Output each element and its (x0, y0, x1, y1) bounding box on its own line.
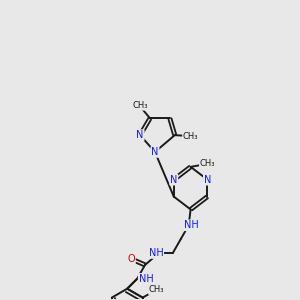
Text: CH₃: CH₃ (200, 159, 215, 168)
Text: NH: NH (139, 274, 153, 284)
Text: CH₃: CH₃ (149, 285, 164, 294)
Text: NH: NH (148, 248, 163, 258)
Text: N: N (151, 147, 159, 157)
Text: CH₃: CH₃ (132, 101, 148, 110)
Text: CH₃: CH₃ (183, 132, 198, 141)
Text: N: N (204, 175, 211, 185)
Text: N: N (170, 175, 178, 185)
Text: N: N (136, 130, 144, 140)
Text: NH: NH (184, 220, 199, 230)
Text: O: O (128, 254, 135, 264)
